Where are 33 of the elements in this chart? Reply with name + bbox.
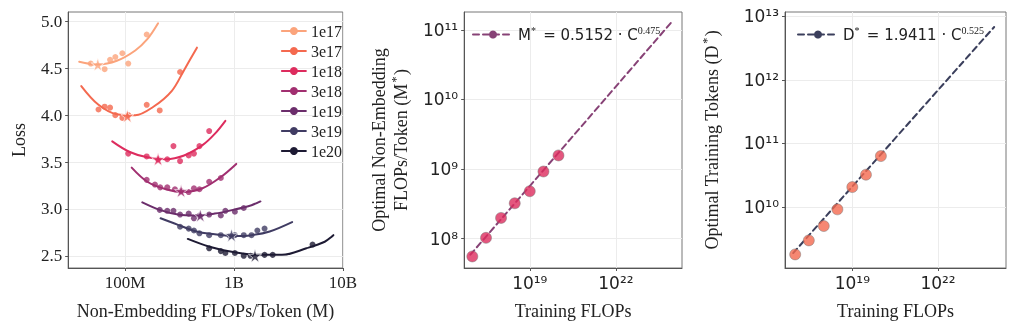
y-tick-label: 10¹¹	[422, 19, 459, 40]
y-tick-label: 3.5	[40, 152, 63, 172]
x-axis-title: Training FLOPs	[514, 301, 632, 321]
x-tick-label: 10¹⁹	[512, 272, 548, 293]
y-tick-label: 3.0	[40, 199, 63, 219]
legend-label: 3e17	[310, 42, 343, 60]
y-tick-label: 2.5	[40, 246, 63, 266]
x-tick-label: 1B	[224, 273, 244, 292]
x-tick-label: 10²²	[598, 272, 634, 293]
y-tick-label: 10¹²	[743, 69, 779, 90]
legend-label: 1e17	[310, 22, 343, 40]
y-axis-title: Loss	[9, 122, 29, 158]
legend-label: 3e19	[310, 122, 343, 140]
y-tick-label: 4.0	[40, 105, 63, 125]
x-axis-title: Non-Embedding FLOPs/Token (M)	[76, 301, 335, 322]
y-tick-label: 10¹⁰	[743, 197, 780, 218]
y-tick-label: 10¹⁰	[422, 89, 459, 110]
x-tick-label: 10²²	[920, 272, 956, 293]
y-tick-label: 10¹³	[743, 6, 779, 27]
legend-label: 1e18	[310, 62, 343, 80]
legend-label: 1e19	[310, 102, 343, 120]
y-tick-label: 4.5	[40, 58, 63, 78]
legend-label: 1e20	[310, 142, 343, 160]
x-tick-label: 10¹⁹	[834, 272, 871, 293]
legend-label: 3e18	[310, 82, 343, 100]
y-tick-label: 10¹¹	[743, 133, 779, 154]
y-tick-label: 5.0	[40, 11, 63, 31]
y-tick-label: 10⁸	[429, 228, 459, 249]
y-axis-title: Optimal Training Tokens (D*)	[700, 30, 723, 250]
y-tick-label: 10⁹	[429, 159, 459, 180]
x-axis-title: Training FLOPs	[837, 301, 954, 321]
x-tick-label: 100M	[104, 273, 146, 292]
x-tick-label: 10B	[328, 273, 357, 292]
